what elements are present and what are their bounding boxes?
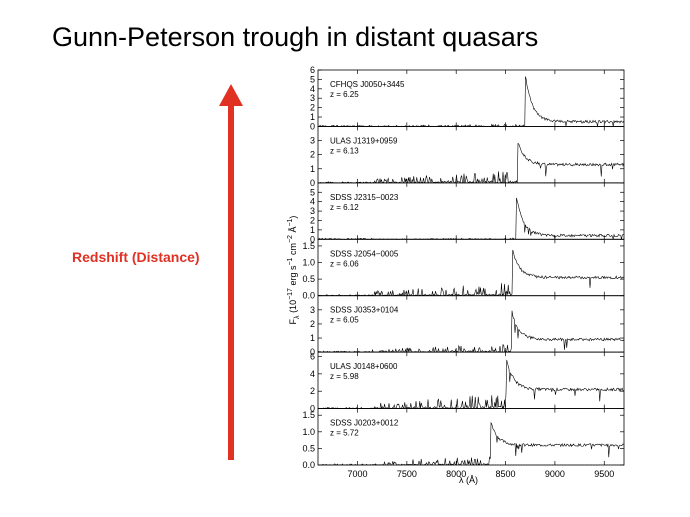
x-tick-label: 7500: [397, 469, 417, 479]
spectrum-line: [318, 421, 624, 466]
y-tick-label: 1: [310, 164, 315, 174]
y-tick-label: 3: [310, 206, 315, 216]
redshift-value: z = 6.06: [330, 259, 359, 268]
y-tick-label: 6: [310, 351, 315, 361]
redshift-arrow-head: [219, 84, 243, 106]
spectrum-line: [318, 142, 625, 184]
x-tick-label: 9000: [545, 469, 565, 479]
y-tick-label: 4: [310, 197, 315, 207]
y-tick-label: 4: [310, 84, 315, 94]
y-tick-label: 6: [310, 65, 315, 75]
quasar-name: SDSS J2315−0023: [330, 193, 399, 202]
y-tick-label: 2: [310, 150, 315, 160]
redshift-label: Redshift (Distance): [72, 249, 200, 265]
y-tick-label: 5: [310, 74, 315, 84]
y-tick-label: 1: [310, 112, 315, 122]
quasar-name: ULAS J0148+0600: [330, 362, 398, 371]
y-tick-label: 0.0: [302, 291, 315, 301]
panel-frame: [317, 295, 625, 353]
panel-frame: [317, 126, 625, 184]
y-tick-label: 3: [310, 136, 315, 146]
x-tick-label: 7000: [347, 469, 367, 479]
y-tick-label: 3: [310, 93, 315, 103]
y-tick-label: 5: [310, 187, 315, 197]
y-tick-label: 0: [310, 347, 315, 357]
y-tick-label: 0: [310, 234, 315, 244]
y-tick-label: 0.0: [302, 460, 315, 470]
panel-frame: [317, 238, 625, 297]
y-tick-label: 1: [310, 333, 315, 343]
y-tick-label: 4: [310, 369, 315, 379]
y-tick-label: 0: [310, 404, 315, 414]
panel-frame: [317, 69, 625, 127]
redshift-value: z = 6.12: [330, 203, 359, 212]
y-tick-label: 1.5: [302, 241, 315, 251]
y-tick-label: 0: [310, 178, 315, 188]
redshift-value: z = 6.05: [330, 316, 359, 325]
quasar-name: ULAS J1319+0959: [330, 136, 398, 145]
y-tick-label: 2: [310, 386, 315, 396]
y-tick-label: 1.5: [302, 410, 315, 420]
spectrum-line: [318, 197, 624, 240]
y-tick-label: 0.5: [302, 443, 315, 453]
panel-frame: [317, 408, 625, 466]
x-axis-label: λ (Å): [459, 475, 478, 485]
y-tick-label: 3: [310, 305, 315, 315]
redshift-arrow-shaft: [228, 102, 234, 460]
redshift-value: z = 6.13: [330, 146, 359, 155]
x-tick-label: 8500: [496, 469, 516, 479]
redshift-value: z = 6.25: [330, 90, 359, 99]
redshift-arrow: [219, 84, 243, 460]
spectrum-line: [318, 310, 624, 353]
x-tick-label: 8000: [446, 469, 466, 479]
panel-frame: [317, 182, 625, 240]
slide-title: Gunn-Peterson trough in distant quasars: [52, 22, 539, 52]
quasar-name: SDSS J0353+0104: [330, 306, 399, 315]
y-tick-label: 2: [310, 215, 315, 225]
redshift-value: z = 5.72: [330, 429, 359, 438]
y-tick-label: 0: [310, 121, 315, 131]
quasar-name: SDSS J2054−0005: [330, 249, 399, 258]
quasar-name: SDSS J0203+0012: [330, 419, 399, 428]
x-tick-label: 9500: [594, 469, 614, 479]
y-tick-label: 1: [310, 225, 315, 235]
y-tick-label: 1.0: [302, 427, 315, 437]
y-tick-label: 2: [310, 103, 315, 113]
quasar-name: CFHQS J0050+3445: [330, 80, 405, 89]
panel-frame: [317, 351, 625, 409]
y-tick-label: 0.5: [302, 274, 315, 284]
y-tick-label: 1.0: [302, 258, 315, 268]
redshift-value: z = 5.98: [330, 372, 359, 381]
y-tick-label: 2: [310, 319, 315, 329]
